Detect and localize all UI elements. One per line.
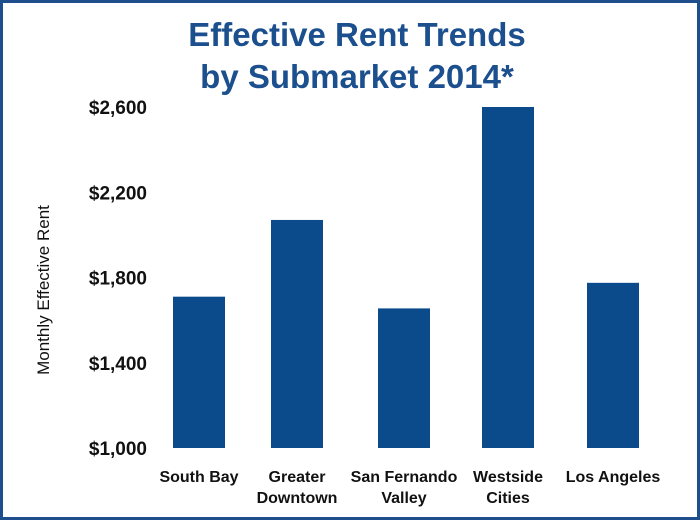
y-tick-label: $1,800 <box>89 269 147 290</box>
bar <box>482 107 534 448</box>
x-category-label: Greater <box>269 469 326 486</box>
bar <box>271 219 323 448</box>
bar <box>378 308 430 448</box>
y-tick-label: $1,400 <box>89 354 147 375</box>
y-tick-label: $1,000 <box>89 439 147 460</box>
chart-title: Effective Rent Trends by Submarket 2014* <box>0 14 700 98</box>
x-axis-categories: South Bay Greater Downtown San Fernando Vall… <box>159 469 660 507</box>
bar <box>587 282 639 448</box>
y-axis-ticks: $1,000 $1,400 $1,800 $2,200 $2,600 <box>89 98 147 460</box>
y-axis-label: Monthly Effective Rent <box>34 205 53 375</box>
x-category-label: South Bay <box>159 469 238 486</box>
x-category-label: San Fernando <box>351 469 458 486</box>
chart-title-line-1: Effective Rent Trends <box>188 16 526 53</box>
bar <box>173 296 225 448</box>
x-category-label: Valley <box>381 490 426 507</box>
chart-title-line-2: by Submarket 2014* <box>200 58 514 95</box>
y-tick-label: $2,200 <box>89 183 147 204</box>
y-tick-label: $2,600 <box>89 98 147 119</box>
x-category-label: Downtown <box>257 490 338 507</box>
x-category-label: Los Angeles <box>566 469 661 486</box>
x-category-label: Cities <box>486 490 530 507</box>
x-category-label: Westside <box>473 469 543 486</box>
bars <box>173 107 639 448</box>
